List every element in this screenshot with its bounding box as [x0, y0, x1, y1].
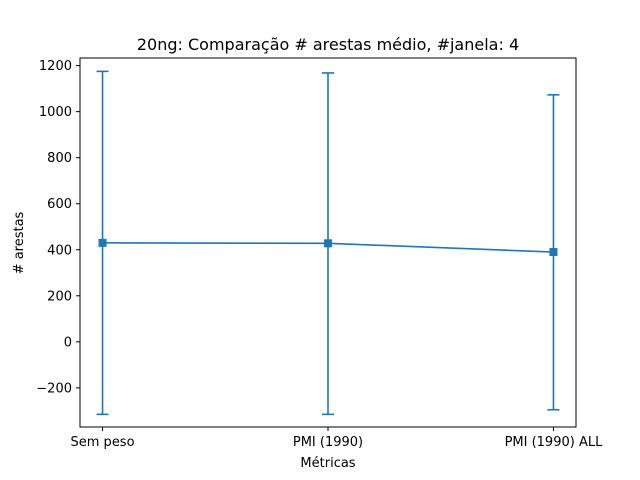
chart-title: 20ng: Comparação # arestas médio, #janel…: [137, 35, 519, 54]
plot-area: −200 0 200 400 600 800 1000 1200 Sem peso PMI (19…: [36, 57, 604, 450]
data-point-marker: [324, 239, 332, 248]
y-tick-label: 400: [47, 243, 72, 258]
y-tick-label: 600: [47, 197, 72, 212]
y-tick-label: 0: [64, 335, 72, 350]
x-tick-label: Sem peso: [71, 435, 135, 450]
x-tick-label: PMI (1990) ALL: [505, 435, 604, 450]
x-tick-label: PMI (1990): [293, 435, 363, 450]
y-tick-label: 800: [47, 151, 72, 166]
data-point-marker: [549, 248, 558, 257]
plot-frame: [79, 57, 577, 428]
data-point-marker: [98, 238, 107, 247]
y-tick-label: 1200: [39, 59, 72, 74]
y-tick-label: 200: [47, 289, 72, 304]
y-tick-label: 1000: [39, 105, 72, 120]
x-axis-label: Métricas: [300, 456, 355, 471]
y-tick-label: −200: [36, 381, 72, 396]
y-axis-label: # arestas: [12, 211, 27, 274]
